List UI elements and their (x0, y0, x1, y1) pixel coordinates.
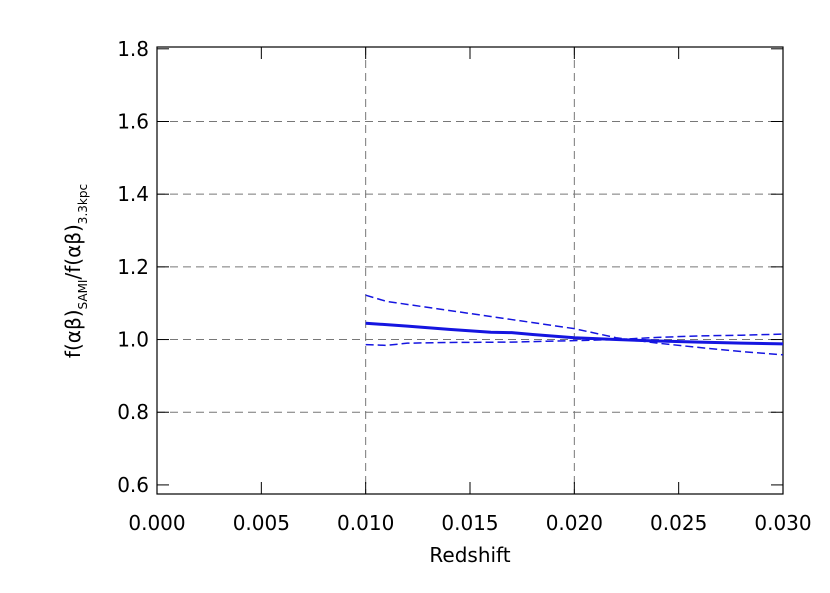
x-axis-label: Redshift (429, 543, 510, 567)
y-label-sub: SAMI (76, 280, 90, 310)
x-tick-label: 0.020 (546, 511, 603, 535)
y-axis-label: f(αβ)SAMI/f(αβ)3.3kpc (61, 184, 90, 358)
series-line (365, 294, 784, 356)
x-tick-label: 0.000 (128, 511, 185, 535)
y-tick-label: 1.4 (117, 182, 149, 206)
y-tick-label: 1.6 (117, 110, 149, 134)
y-tick-label: 0.8 (117, 400, 149, 424)
series-line (365, 333, 784, 347)
y-label-part: f(αβ) (61, 309, 85, 358)
y-tick-label: 1.2 (117, 255, 149, 279)
x-tick-label: 0.015 (441, 511, 498, 535)
x-tick-label: 0.005 (233, 511, 290, 535)
y-tick-label: 1.0 (117, 328, 149, 352)
plot-frame (156, 46, 784, 495)
x-tick-label: 0.030 (754, 511, 811, 535)
x-tick-label: 0.025 (650, 511, 707, 535)
y-label-part: /f(αβ) (61, 224, 85, 279)
y-tick-label: 1.8 (117, 37, 149, 61)
x-tick-label: 0.010 (337, 511, 394, 535)
y-label-sub: 3.3kpc (76, 184, 90, 224)
series-line (365, 321, 784, 346)
y-tick-label: 0.6 (117, 473, 149, 497)
